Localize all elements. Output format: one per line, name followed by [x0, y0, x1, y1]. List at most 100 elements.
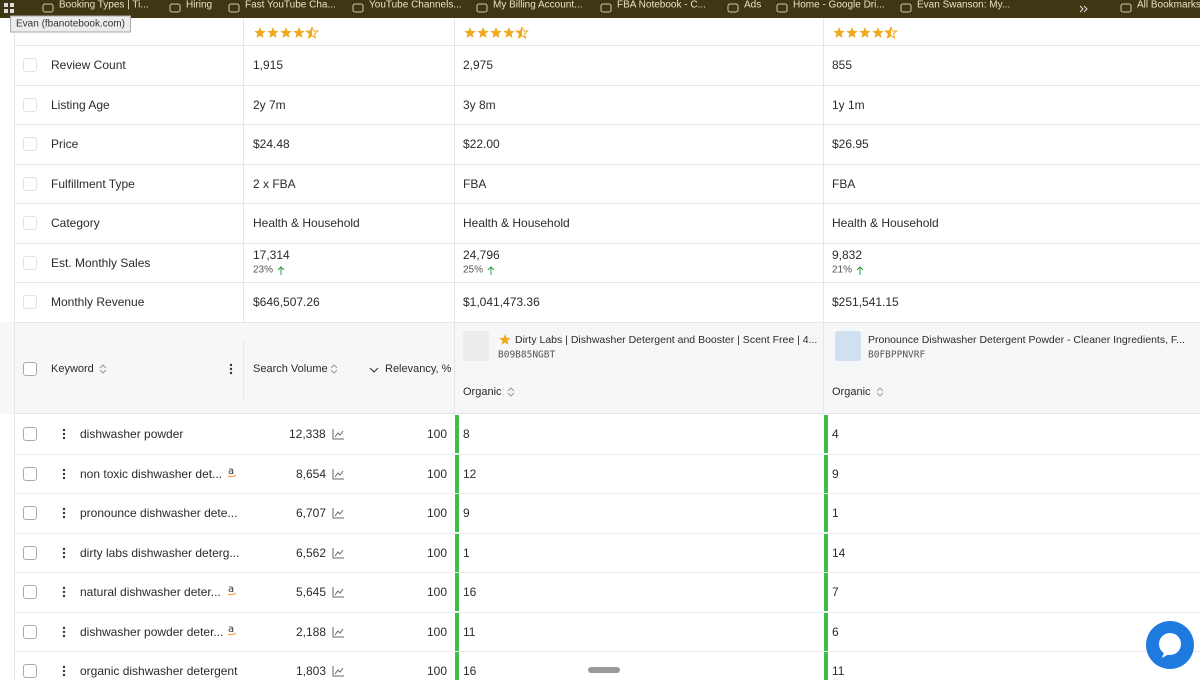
- metric-value: $646,507.26: [253, 295, 320, 309]
- menu-icon[interactable]: [62, 586, 66, 598]
- metric-change: 25%: [463, 264, 484, 276]
- check-icon: [369, 364, 379, 374]
- svg-text:a: a: [228, 584, 234, 595]
- keyword[interactable]: dishwasher powder deter...: [80, 624, 224, 639]
- metric-label: Monthly Revenue: [51, 295, 145, 309]
- up-arrow: [856, 265, 864, 275]
- metric-change: 23%: [253, 264, 274, 276]
- search-volume: 6,707: [296, 506, 327, 520]
- bookmark[interactable]: FBA Notebook - C...: [617, 0, 706, 11]
- search-volume: 1,803: [296, 664, 327, 678]
- product-title[interactable]: Pronounce Dishwasher Detergent Powder - …: [868, 334, 1185, 346]
- divider: [14, 413, 1200, 414]
- divider: [243, 18, 244, 322]
- svg-text:a: a: [228, 624, 234, 635]
- checkbox[interactable]: [23, 295, 37, 309]
- trend-icon[interactable]: [332, 428, 345, 440]
- more-bookmarks[interactable]: [1078, 3, 1090, 15]
- bookmark[interactable]: Evan Swanson: My...: [917, 0, 1011, 11]
- rank: 7: [832, 585, 839, 599]
- keyword[interactable]: dirty labs dishwasher deterg...: [80, 545, 240, 560]
- metric-value: 1y 1m: [832, 98, 865, 112]
- keyword[interactable]: dishwasher powder: [80, 427, 184, 441]
- checkbox[interactable]: [23, 98, 37, 112]
- rank: 9: [463, 506, 470, 520]
- svg-text:a: a: [228, 466, 234, 477]
- product-image: [835, 331, 861, 361]
- checkbox[interactable]: [23, 177, 37, 191]
- divider: [14, 572, 1200, 573]
- menu-icon[interactable]: [62, 468, 66, 480]
- up-arrow: [487, 265, 495, 275]
- divider: [823, 322, 824, 414]
- menu-icon[interactable]: [62, 547, 66, 559]
- keyword[interactable]: organic dishwasher detergent: [80, 664, 238, 678]
- rating-stars: [832, 25, 902, 40]
- bookmark[interactable]: Hiring: [186, 0, 213, 11]
- product-title[interactable]: Dirty Labs | Dishwasher Detergent and Bo…: [515, 334, 818, 346]
- keyword[interactable]: natural dishwasher deter...: [80, 585, 221, 599]
- menu-icon[interactable]: [62, 507, 66, 519]
- column-header: Relevancy, %: [385, 363, 452, 375]
- metric-value: $251,541.15: [832, 295, 899, 309]
- sort-icon[interactable]: [507, 386, 515, 398]
- bookmark[interactable]: My Billing Account...: [493, 0, 583, 11]
- metric-value: 24,796: [463, 248, 500, 262]
- trend-icon[interactable]: [332, 665, 345, 677]
- checkbox[interactable]: [23, 545, 37, 560]
- bookmark[interactable]: Booking Types | Ti...: [59, 0, 149, 11]
- checkbox[interactable]: [23, 506, 37, 520]
- menu-icon[interactable]: [62, 665, 66, 677]
- metric-value: Health & Household: [253, 216, 360, 230]
- bookmark-icon: [42, 2, 54, 14]
- checkbox[interactable]: [23, 427, 37, 441]
- chat-button[interactable]: [1146, 621, 1194, 669]
- metric-value: $26.95: [832, 137, 869, 151]
- menu-icon[interactable]: [62, 428, 66, 440]
- bookmark[interactable]: Ads: [744, 0, 762, 11]
- rank: 1: [463, 545, 470, 560]
- bookmark[interactable]: Home - Google Dri...: [793, 0, 885, 11]
- checkbox[interactable]: [23, 585, 37, 599]
- column-header: Search Volume: [253, 363, 328, 375]
- apps-icon[interactable]: [4, 3, 15, 14]
- checkbox[interactable]: [23, 624, 37, 639]
- metric-value: $24.48: [253, 137, 290, 151]
- metric-value: 1,915: [253, 58, 284, 72]
- tooltip: Evan (fbanotebook.com): [10, 15, 131, 33]
- trend-icon[interactable]: [332, 507, 345, 519]
- bookmark[interactable]: YouTube Channels...: [369, 0, 462, 11]
- menu-icon[interactable]: [62, 626, 66, 638]
- divider: [14, 243, 1200, 244]
- sort-icon[interactable]: [330, 363, 338, 375]
- trend-icon[interactable]: [332, 547, 345, 559]
- keyword[interactable]: pronounce dishwasher dete...: [80, 506, 238, 520]
- checkbox[interactable]: [23, 256, 37, 270]
- divider: [14, 124, 1200, 125]
- checkbox[interactable]: [23, 664, 37, 678]
- bookmark[interactable]: Fast YouTube Cha...: [245, 0, 336, 11]
- scroll-indicator: [588, 667, 620, 673]
- divider: [454, 18, 455, 322]
- amazon-icon: a: [227, 624, 237, 636]
- checkbox[interactable]: [23, 466, 37, 481]
- checkbox[interactable]: [23, 362, 37, 376]
- bookmark[interactable]: All Bookmarks: [1137, 0, 1200, 11]
- rank-bar: [824, 454, 828, 493]
- keyword[interactable]: non toxic dishwasher det...: [80, 466, 223, 481]
- relevancy: 100: [427, 427, 448, 441]
- rank: 8: [463, 427, 470, 441]
- checkbox[interactable]: [23, 216, 37, 230]
- menu-icon[interactable]: [229, 363, 233, 375]
- relevancy: 100: [427, 506, 448, 520]
- rank-bar: [455, 454, 459, 493]
- checkbox[interactable]: [23, 137, 37, 151]
- trend-icon[interactable]: [332, 626, 345, 638]
- trend-icon[interactable]: [332, 468, 345, 480]
- sort-icon[interactable]: [876, 386, 884, 398]
- sort-icon[interactable]: [99, 363, 107, 375]
- rank: 16: [463, 664, 477, 678]
- rank-bar: [824, 494, 828, 532]
- trend-icon[interactable]: [332, 586, 345, 598]
- checkbox[interactable]: [23, 58, 37, 72]
